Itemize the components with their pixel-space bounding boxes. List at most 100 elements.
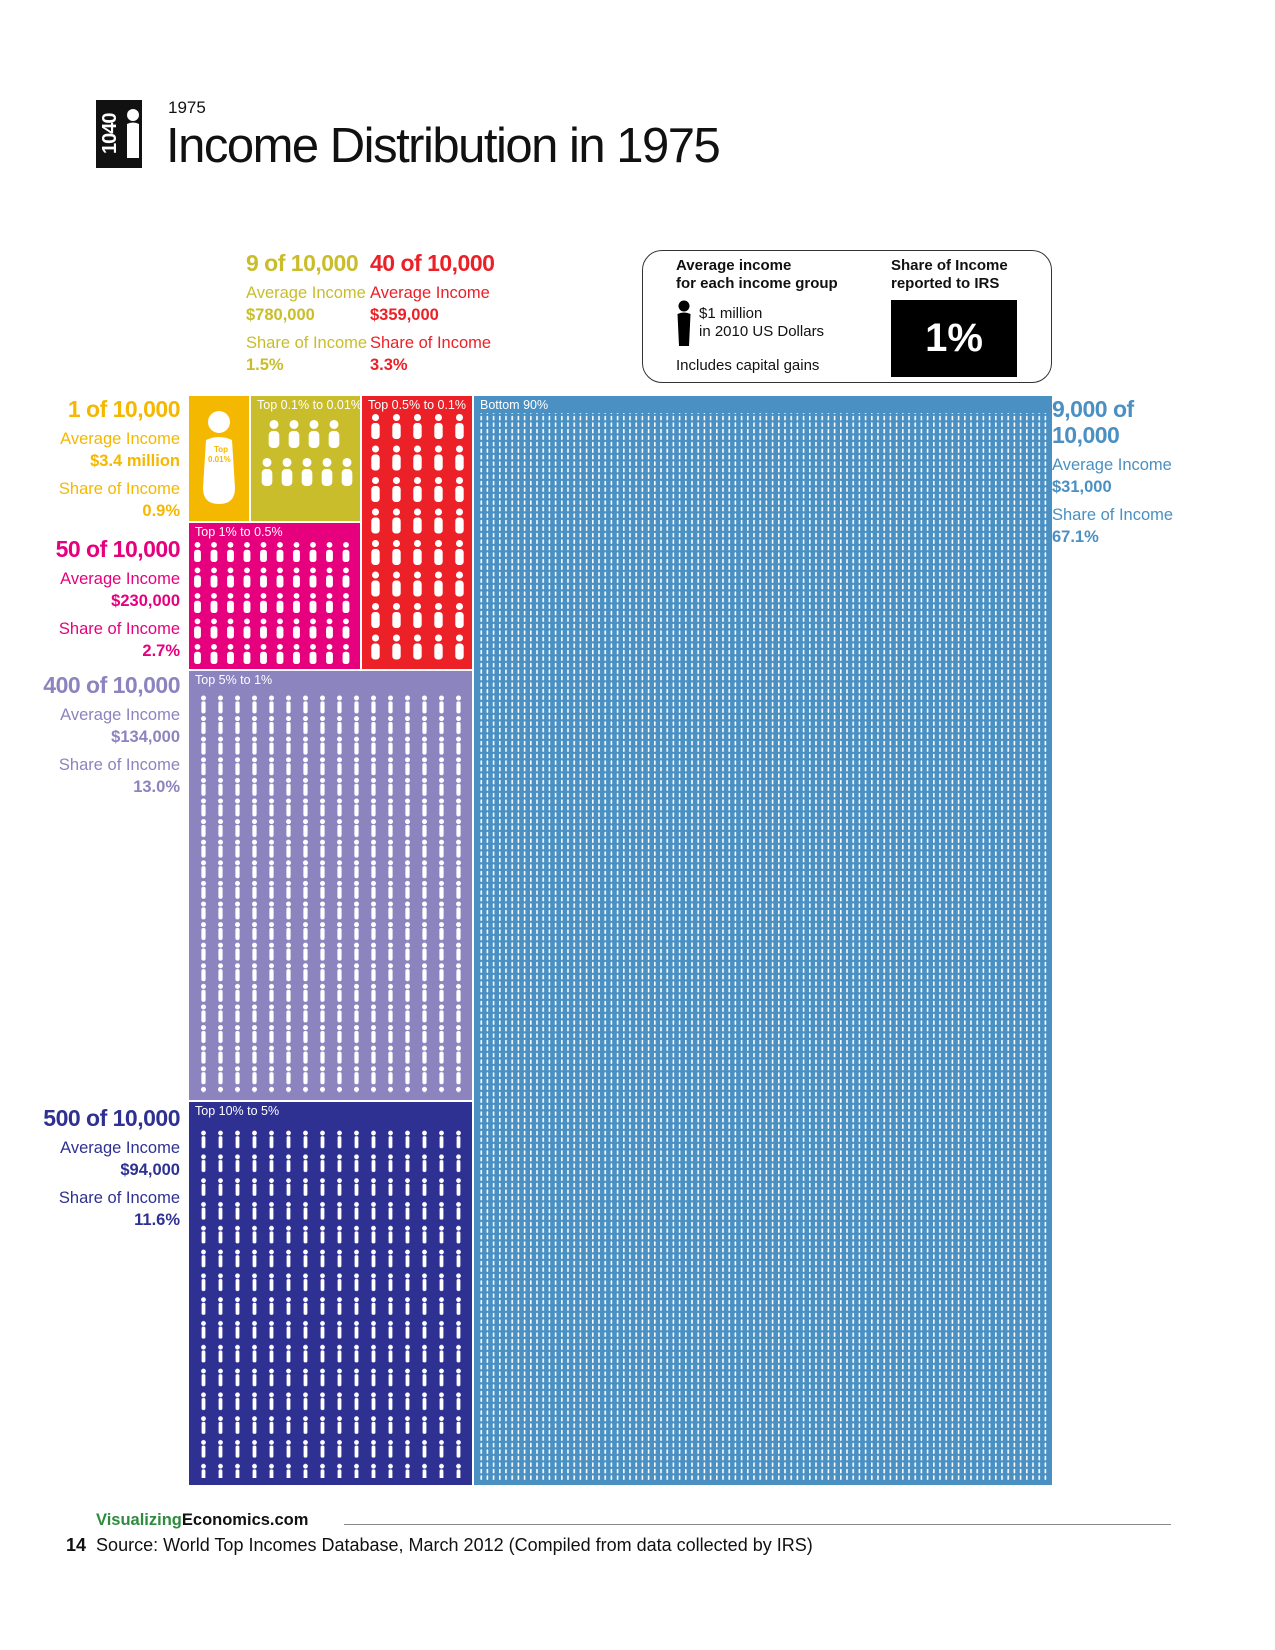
top1-person-icon <box>326 618 333 639</box>
top05-person-icon <box>434 571 443 597</box>
top01-person-icon <box>288 420 300 448</box>
top1-person-icon <box>210 644 218 664</box>
top05-person-icon <box>392 571 401 597</box>
person-icon <box>127 109 139 158</box>
top1-person-icon <box>243 593 251 613</box>
top1-person-icon <box>293 618 300 639</box>
bottom90-icons <box>478 413 1048 1481</box>
top1-person-icon <box>276 644 284 664</box>
top01-person-icon <box>321 458 333 486</box>
group-label-top5: 400 of 10,000 Average Income $134,000 Sh… <box>20 672 180 798</box>
top05-person-icon <box>434 634 443 660</box>
top1-person-icon <box>276 567 284 588</box>
block-label: Top 0.5% to 0.1% <box>368 398 466 412</box>
brand-part-1: Visualizing <box>96 1511 182 1529</box>
top01-person-icon <box>328 420 340 448</box>
top1-person-icon <box>276 593 284 613</box>
group-label-top10: 500 of 10,000 Average Income $94,000 Sha… <box>20 1105 180 1231</box>
group-count: 1 of 10,000 <box>67 396 181 422</box>
top1-person-icon <box>227 618 234 639</box>
group-count-line1: 9,000 of <box>1052 396 1134 422</box>
top05-person-icon <box>455 445 464 471</box>
top1-person-icon <box>194 618 201 639</box>
avg-income-value: $31,000 <box>1052 478 1112 496</box>
legend-share-heading-line1: Share of Income <box>891 257 1008 274</box>
top05-person-icon <box>371 603 380 628</box>
share-value: 13.0% <box>133 778 180 796</box>
svg-text:0.01%: 0.01% <box>208 455 231 464</box>
top1-person-icon <box>210 542 218 562</box>
share-key: Share of Income <box>58 756 180 774</box>
top1-person-icon <box>293 542 300 562</box>
avg-income-key: Average Income <box>60 430 180 448</box>
top1-person-icon <box>326 542 333 562</box>
top05-person-icon <box>371 445 380 471</box>
group-label-top01: 9 of 10,000 Average Income $780,000 Shar… <box>246 250 367 376</box>
page-title: Income Distribution in 1975 <box>166 119 721 173</box>
top1-person-icon <box>309 618 317 639</box>
top1-person-icon <box>210 567 218 588</box>
top05-person-icon <box>455 540 464 565</box>
group-label-top05: 40 of 10,000 Average Income $359,000 Sha… <box>370 250 495 376</box>
footer-source: 14 Source: World Top Incomes Database, M… <box>66 1535 813 1556</box>
share-key: Share of Income <box>246 334 368 352</box>
top1-person-icon <box>260 593 267 613</box>
group-count: 400 of 10,000 <box>43 672 180 698</box>
top1-person-icon <box>194 542 201 562</box>
top05-person-icon <box>434 445 443 471</box>
group-count: 40 of 10,000 <box>370 250 495 276</box>
top1-person-icon <box>260 618 267 639</box>
top01-person-icon <box>281 458 293 486</box>
top1-person-icon <box>309 542 317 562</box>
top05-person-icon <box>455 603 464 628</box>
top05-person-icon <box>371 540 380 565</box>
avg-income-key: Average Income <box>60 570 180 588</box>
share-key: Share of Income <box>58 1189 180 1207</box>
share-value: 67.1% <box>1052 528 1099 546</box>
group-count: 500 of 10,000 <box>43 1105 180 1131</box>
avg-income-key: Average Income <box>1052 456 1172 474</box>
top01-person-icon <box>261 458 273 486</box>
source-text: Source: World Top Incomes Database, Marc… <box>96 1535 813 1555</box>
avg-income-key: Average Income <box>370 284 490 302</box>
top05-person-icon <box>392 508 401 534</box>
top1-person-icon <box>210 618 218 639</box>
top1-person-icon <box>227 593 234 613</box>
avg-income-key: Average Income <box>246 284 366 302</box>
top05-person-icon <box>371 414 380 439</box>
top1-person-icon <box>227 542 234 562</box>
share-value: 0.9% <box>142 502 180 520</box>
top1-person-icon <box>260 567 267 588</box>
top1-person-icon <box>293 593 300 613</box>
avg-income-key: Average Income <box>60 706 180 724</box>
top1-person-icon <box>293 644 300 664</box>
top1-person-icon <box>243 542 251 562</box>
group-label-bottom90: 9,000 of 10,000 Average Income $31,000 S… <box>1052 396 1173 548</box>
share-key: Share of Income <box>58 620 180 638</box>
top05-person-icon <box>434 477 443 502</box>
top05-person-icon <box>413 603 422 628</box>
top05-person-icon <box>413 634 422 660</box>
top1-person-icon <box>293 567 300 588</box>
top05-person-icon <box>371 477 380 502</box>
top1-person-icon <box>326 644 333 664</box>
top01-person-icon <box>301 458 313 486</box>
top05-person-icon <box>434 414 443 439</box>
top1-person-icon <box>210 593 218 613</box>
top01-person-icon <box>268 420 280 448</box>
share-value: 3.3% <box>370 356 408 374</box>
top10-icons <box>193 1128 468 1478</box>
top1-person-icon <box>309 644 317 664</box>
top05-person-icon <box>455 508 464 534</box>
top1-person-icon <box>260 644 267 664</box>
legend-avg-heading: Average income for each income group <box>676 257 838 293</box>
top05-person-icon <box>413 540 422 565</box>
top001-person-icon: Top 0.01% <box>203 411 235 504</box>
avg-income-value: $3.4 million <box>90 452 180 470</box>
legend-avg-heading-line2: for each income group <box>676 275 838 292</box>
top05-person-icon <box>455 634 464 660</box>
group-label-top1: 50 of 10,000 Average Income $230,000 Sha… <box>20 536 181 662</box>
avg-income-value: $230,000 <box>111 592 180 610</box>
avg-income-key: Average Income <box>60 1139 180 1157</box>
